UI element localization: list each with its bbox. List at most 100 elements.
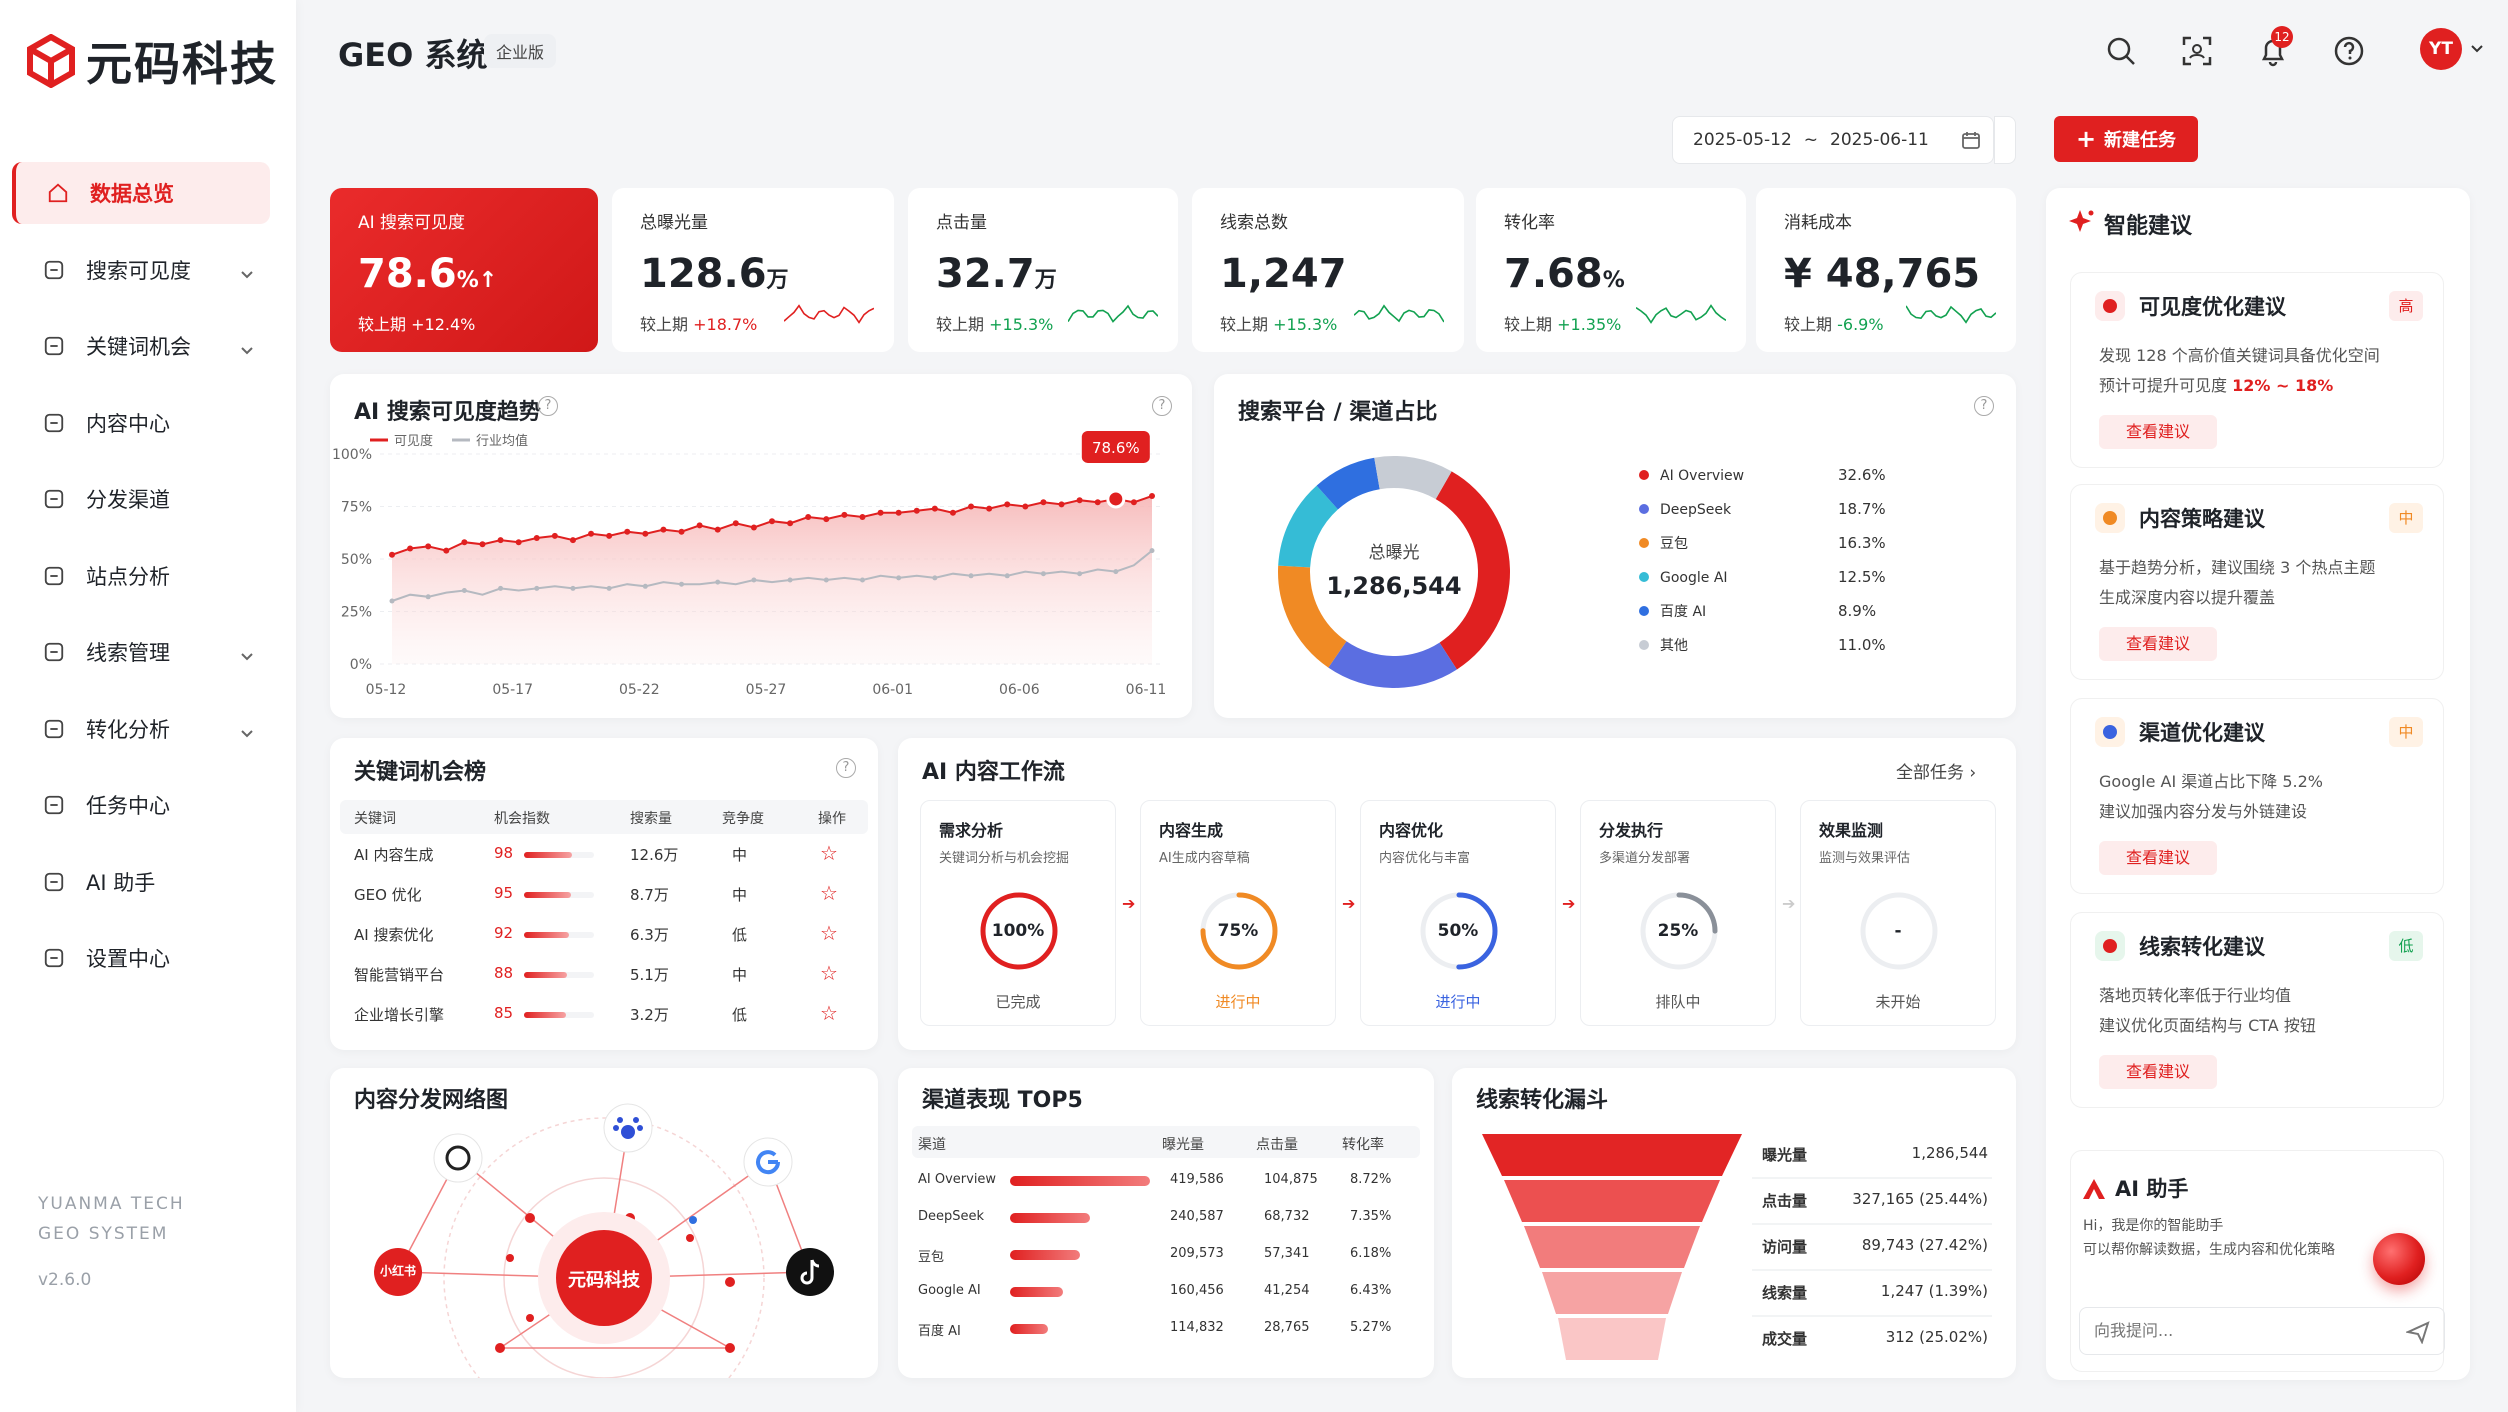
donut-hole (1314, 492, 1474, 652)
visibility-point (1094, 499, 1101, 506)
keyword-name: GEO 优化 (354, 886, 422, 904)
star-icon[interactable]: ☆ (820, 881, 838, 905)
sidebar-item-4[interactable]: 内容中心 (12, 392, 270, 454)
kpi-card-1[interactable]: AI 搜索可见度 78.6%↑ 较上期 +12.4% (330, 188, 598, 352)
funnel-stage-label: 点击量 (1762, 1192, 1808, 1210)
help-icon[interactable]: ? (538, 396, 558, 416)
date-range-picker[interactable]: 2025-05-12 ~ 2025-06-11 (1672, 116, 1994, 164)
sidebar-item-2[interactable]: 搜索可见度 (12, 239, 270, 301)
kpi-unit: % (456, 268, 479, 293)
kpi-card-4[interactable]: 线索总数 1,247 较上期 +15.3% (1192, 188, 1464, 352)
suggestion-title: 可见度优化建议 (2139, 295, 2286, 319)
channel-exposure: 160,456 (1170, 1283, 1224, 1298)
visibility-point (606, 532, 613, 539)
google-icon[interactable] (743, 1137, 793, 1187)
table-row[interactable] (912, 1240, 1420, 1274)
help-icon[interactable]: ? (1152, 396, 1172, 416)
step-status: 未开始 (1875, 993, 1921, 1011)
score-bar-fill (524, 892, 571, 898)
table-row[interactable] (912, 1203, 1420, 1237)
baidu-icon[interactable] (603, 1103, 653, 1153)
sidebar-item-9[interactable]: 任务中心 (12, 774, 270, 836)
avatar[interactable]: YT (2420, 28, 2462, 70)
alert-icon (2095, 291, 2125, 321)
tiktok-icon[interactable] (786, 1248, 834, 1296)
help-icon[interactable] (2332, 34, 2366, 68)
all-tasks-link[interactable]: 全部任务 › (1896, 758, 1976, 783)
workflow-step[interactable]: 内容优化 内容优化与丰富 50% 进行中 (1360, 800, 1556, 1026)
visibility-point (389, 551, 395, 558)
view-suggestion-button[interactable]: 查看建议 (2099, 841, 2217, 875)
visibility-point (642, 530, 649, 537)
search-icon[interactable] (2104, 34, 2138, 68)
keyword-volume: 12.6万 (630, 846, 679, 864)
sidebar-item-10[interactable]: AI 助手 (12, 851, 270, 913)
sidebar-item-8[interactable]: 转化分析 (12, 698, 270, 760)
funnel-stage-2 (1504, 1180, 1720, 1222)
visibility-point (1130, 499, 1137, 506)
chevron-down-icon[interactable] (2470, 44, 2484, 54)
sidebar-item-1[interactable]: 数据总览 (12, 162, 270, 224)
sidebar-item-3[interactable]: 关键词机会 (12, 315, 270, 377)
brand-logo[interactable]: 元码科技 (26, 28, 278, 94)
table-row[interactable] (912, 1277, 1420, 1311)
star-icon[interactable]: ☆ (820, 961, 838, 985)
view-suggestion-button[interactable]: 查看建议 (2099, 627, 2217, 661)
kpi-card-6[interactable]: 消耗成本 ¥ 48,765 较上期 -6.9% (1756, 188, 2016, 352)
visibility-point (877, 509, 884, 516)
step-progress-ring (1640, 892, 1718, 970)
openai-icon[interactable] (433, 1133, 483, 1183)
new-task-button[interactable]: + 新建任务 (2054, 116, 2198, 162)
y-tick: 0% (350, 657, 372, 673)
kpi-card-3[interactable]: 点击量 32.7万 较上期 +15.3% (908, 188, 1178, 352)
assistant-input[interactable] (2080, 1308, 2380, 1352)
leads-icon (42, 640, 66, 664)
sidebar-item-11[interactable]: 设置中心 (12, 927, 270, 989)
keyword-col-header: 竞争度 (722, 811, 764, 827)
star-icon[interactable]: ☆ (820, 921, 838, 945)
workflow-step[interactable]: 效果监测 监测与效果评估 - 未开始 (1800, 800, 1996, 1026)
xiaohongshu-label: 小红书 (379, 1264, 416, 1278)
kpi-number: 7.68 (1504, 251, 1603, 297)
help-icon[interactable]: ? (836, 758, 856, 778)
channel-name: 百度 AI (918, 1324, 961, 1339)
legend-value: 16.3% (1838, 534, 1886, 552)
star-icon[interactable]: ☆ (820, 1001, 838, 1025)
date-end: 2025-06-11 (1830, 130, 1929, 150)
table-row[interactable] (912, 1314, 1420, 1348)
xiaohongshu-icon[interactable] (374, 1248, 422, 1296)
kpi-compare: 较上期 +12.4% (358, 311, 570, 335)
visibility-point (841, 511, 848, 518)
exposure-bar (1010, 1250, 1080, 1260)
kpi-change: +12.4% (411, 315, 476, 334)
keyword-volume: 3.2万 (630, 1006, 669, 1024)
send-icon[interactable] (2406, 1320, 2430, 1344)
kpi-card-2[interactable]: 总曝光量 128.6万 较上期 +18.7% (612, 188, 894, 352)
cube-logo-icon (27, 34, 75, 88)
sidebar-item-6[interactable]: 站点分析 (12, 545, 270, 607)
date-dropdown-toggle[interactable] (1994, 116, 2016, 164)
workflow-step[interactable]: 需求分析 关键词分析与机会挖掘 100% 已完成 (920, 800, 1116, 1026)
kpi-compare-label: 较上期 (640, 315, 689, 334)
view-suggestion-button[interactable]: 查看建议 (2099, 415, 2217, 449)
suggestion-desc: 发现 128 个高价值关键词具备优化空间 预计可提升可见度 12% ~ 18% (2099, 341, 2429, 401)
help-icon[interactable]: ? (1974, 396, 1994, 416)
view-suggestion-button[interactable]: 查看建议 (2099, 1055, 2217, 1089)
sidebar-item-5[interactable]: 分发渠道 (12, 468, 270, 530)
workflow-step[interactable]: 分发执行 多渠道分发部署 25% 排队中 (1580, 800, 1776, 1026)
star-icon[interactable]: ☆ (820, 841, 838, 865)
scan-icon[interactable] (2180, 34, 2214, 68)
industry-point (751, 577, 757, 583)
suggestion-desc-line1: 落地页转化率低于行业均值 (2099, 986, 2292, 1005)
sidebar-item-7[interactable]: 线索管理 (12, 621, 270, 683)
workflow-step[interactable]: 内容生成 AI生成内容草稿 75% 进行中 (1140, 800, 1336, 1026)
suggestion-desc: 落地页转化率低于行业均值 建议优化页面结构与 CTA 按钮 (2099, 981, 2429, 1041)
x-tick: 06-01 (872, 682, 913, 698)
assistant-orb[interactable] (2373, 1233, 2425, 1285)
funnel-stage-value: 1,286,544 (1911, 1144, 1988, 1162)
funnel-stage-4 (1542, 1272, 1682, 1314)
kpi-change: +1.35% (1557, 315, 1622, 334)
kpi-card-5[interactable]: 转化率 7.68% 较上期 +1.35% (1476, 188, 1746, 352)
sidebar-item-label: 站点分析 (86, 564, 170, 589)
legend-label: 百度 AI (1660, 604, 1706, 620)
